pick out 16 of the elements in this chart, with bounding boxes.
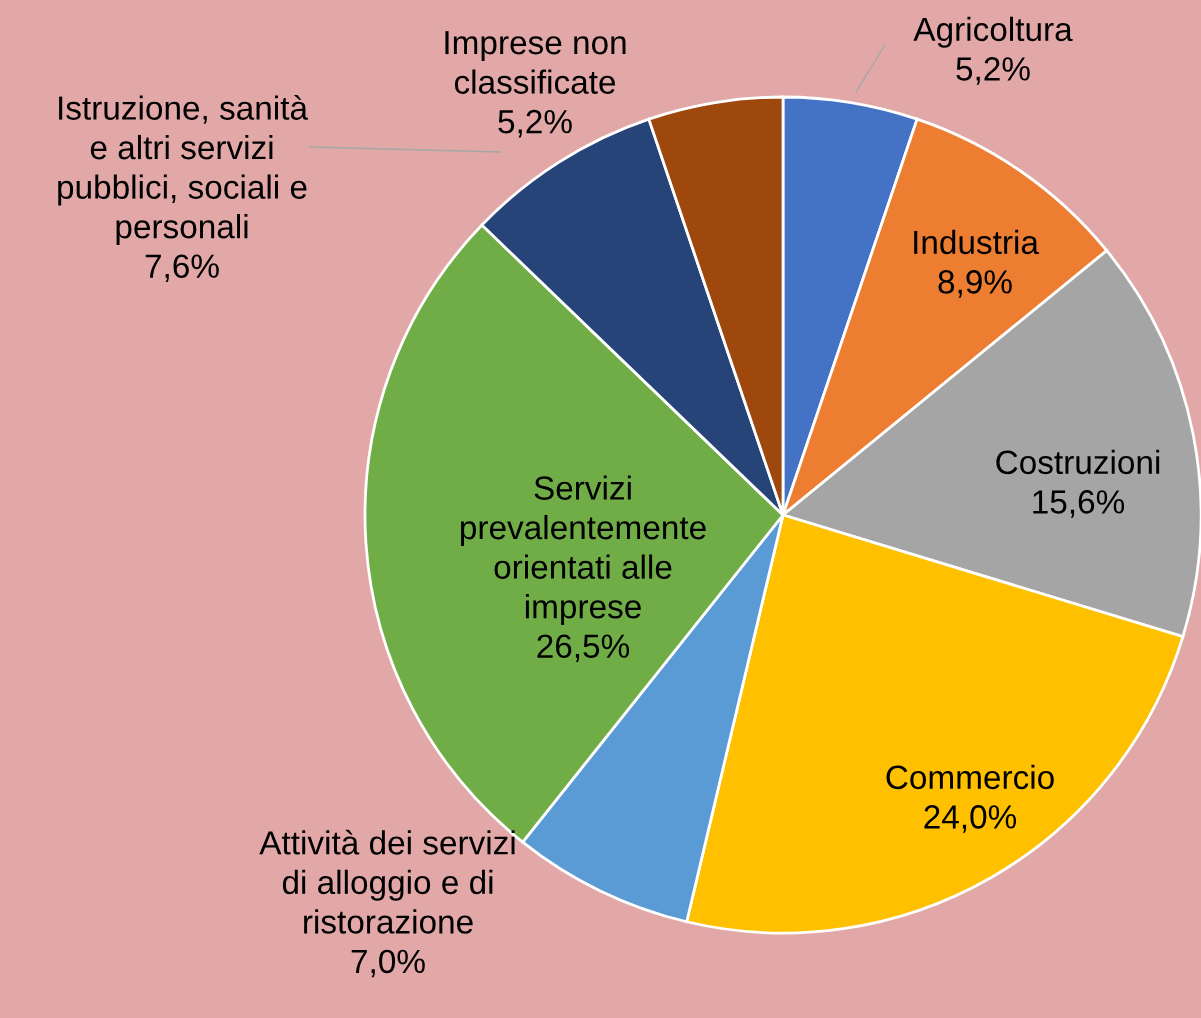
slice-label: Commercio (886, 764, 1054, 790)
data-label: 24,0% (924, 805, 1017, 833)
slice-label: Agricoltura (913, 16, 1073, 48)
slice-label: Attività dei servizi di alloggio e di ristorazione (259, 829, 515, 934)
data-label: 5,2% (956, 57, 1030, 85)
data-label: 5,2% (498, 109, 572, 138)
slice-label: Industria (914, 229, 1039, 255)
data-label: 15,6% (1033, 490, 1125, 518)
data-label: 7,0% (351, 949, 425, 978)
slice-label: Costruzioni (996, 449, 1160, 475)
data-label: 26,5% (537, 634, 630, 662)
data-label: 8,9% (938, 270, 1012, 298)
data-label: 7,6% (145, 254, 219, 282)
slice-label: Istruzione, sanità e altri servizi pubblici, sociali e personali (58, 95, 308, 246)
slice-label: Imprese non classificate (445, 31, 626, 94)
slice-label: Servizi prevalentemente orientati alle imprese (461, 475, 706, 626)
